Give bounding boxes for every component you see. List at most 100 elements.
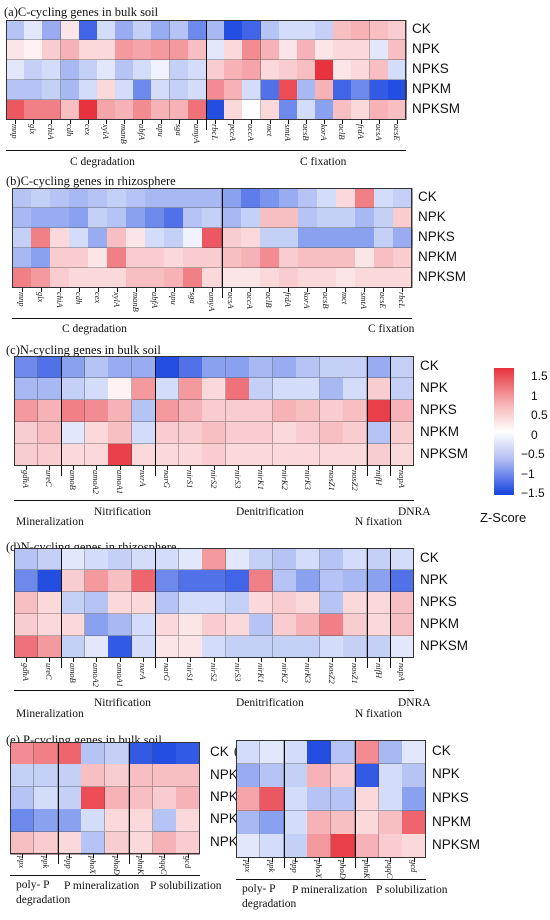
axis-tick <box>154 288 156 292</box>
heatmap-cell <box>319 422 344 444</box>
row-label: CK <box>210 744 229 760</box>
row-label: CK <box>418 189 437 204</box>
heatmap-cell <box>378 763 403 788</box>
gene-label: frdA <box>355 124 366 139</box>
heatmap-cell <box>61 356 86 378</box>
axis-tick <box>196 120 198 124</box>
group-separator <box>155 548 157 668</box>
heatmap-cell <box>343 356 368 378</box>
heatmap-cell <box>319 570 344 592</box>
gene-label: chiA <box>54 292 65 308</box>
heatmap-cell <box>61 400 86 422</box>
axis-tick <box>402 288 404 292</box>
heatmap-cell <box>155 356 180 378</box>
heatmap-cell <box>108 378 133 400</box>
colorbar-tick-label: 1 <box>531 388 538 403</box>
axis-tick <box>21 288 23 292</box>
gene-label: glx <box>28 124 39 135</box>
row-label: NPKS <box>420 594 457 609</box>
heatmap-cell <box>84 356 109 378</box>
gene-label: xylA <box>111 292 122 308</box>
heatmap-cell <box>225 548 250 570</box>
group-label: Mineralization <box>16 516 84 528</box>
axis-tick <box>378 658 380 662</box>
gene-label: nirS2 <box>209 663 219 682</box>
gene-label: acsE <box>391 124 402 141</box>
group-separator <box>390 356 392 476</box>
heatmap-cell <box>202 400 227 422</box>
axis-tick <box>237 466 239 470</box>
gene-label: rbcL <box>397 292 408 309</box>
heatmap-cell <box>14 614 38 636</box>
colorbar-title: Z-Score <box>480 510 527 525</box>
gene-label: abfA <box>149 292 160 309</box>
axis-tick <box>414 858 416 862</box>
row-label: NPKS <box>418 229 455 244</box>
axis-tick <box>25 466 27 470</box>
gene-label: amoA2 <box>91 470 102 495</box>
colorbar-tick-label: 0.5 <box>531 408 548 422</box>
heatmap-frame <box>10 742 200 854</box>
gene-label: sga <box>187 292 198 304</box>
heatmap-cell <box>37 592 62 614</box>
heatmap-cell <box>343 422 368 444</box>
gene-label: nosZ2 <box>350 470 361 491</box>
heatmap-cell <box>272 400 297 422</box>
heatmap-cell <box>37 378 62 400</box>
row-label: NPKSM <box>432 837 481 853</box>
axis-tick <box>119 466 121 470</box>
gene-label: mct <box>264 124 275 137</box>
axis-tick <box>319 858 321 862</box>
gene-label: cdh <box>73 292 84 305</box>
group-axis-line <box>10 875 200 876</box>
heatmap-cell <box>178 548 203 570</box>
axis-tick <box>364 288 366 292</box>
heatmap-cell <box>225 592 250 614</box>
heatmap-cell <box>236 740 260 764</box>
heatmap-cell <box>392 248 413 268</box>
gene-label: amoA2 <box>91 663 102 688</box>
heatmap-cell <box>387 20 407 40</box>
heatmap-cell <box>37 548 62 570</box>
gene-label: nirK2 <box>279 663 290 683</box>
gene-label: phoX <box>88 856 99 874</box>
axis-tick <box>212 288 213 292</box>
heatmap-cell <box>387 60 407 80</box>
heatmap-cell <box>366 356 391 378</box>
heatmap-cell <box>272 592 297 614</box>
heatmap-cell <box>37 356 62 378</box>
heatmap-cell <box>319 614 344 636</box>
gene-label: gdhA <box>20 663 31 681</box>
axis-tick <box>214 466 215 470</box>
axis-tick <box>188 854 190 858</box>
gene-label: nirK1 <box>256 470 267 490</box>
gene-label: apu <box>155 124 166 137</box>
gene-label: xylA <box>101 124 111 140</box>
gene-label: smtA <box>282 124 293 141</box>
gene-label: amyA <box>191 124 202 144</box>
gene-label: nirS3 <box>232 663 243 682</box>
row-label: NPKSM <box>420 638 469 653</box>
gene-label: korA <box>319 124 330 141</box>
gene-label: nirK2 <box>279 470 290 490</box>
heatmap-cell <box>392 188 413 208</box>
heatmap-cell <box>343 570 368 592</box>
heatmap-cell <box>259 763 284 788</box>
axis-tick <box>142 120 144 124</box>
group-axis-line <box>12 318 412 319</box>
heatmap-cell <box>178 356 203 378</box>
heatmap-cell <box>272 570 297 592</box>
heatmap-cell <box>37 422 62 444</box>
colorbar-tick-label: −1 <box>521 466 535 481</box>
axis-tick <box>355 466 357 470</box>
gene-label: glx <box>35 292 46 303</box>
heatmap-frame <box>12 188 412 288</box>
gene-label: nirS1 <box>185 663 196 682</box>
row-label: CK <box>420 550 439 565</box>
row-label: NPK <box>420 572 448 587</box>
heatmap-cell <box>131 356 156 378</box>
axis-tick <box>233 120 235 124</box>
heatmap-cell <box>319 378 344 400</box>
group-label: Nitrification <box>94 506 151 518</box>
axis-tick <box>119 658 121 662</box>
